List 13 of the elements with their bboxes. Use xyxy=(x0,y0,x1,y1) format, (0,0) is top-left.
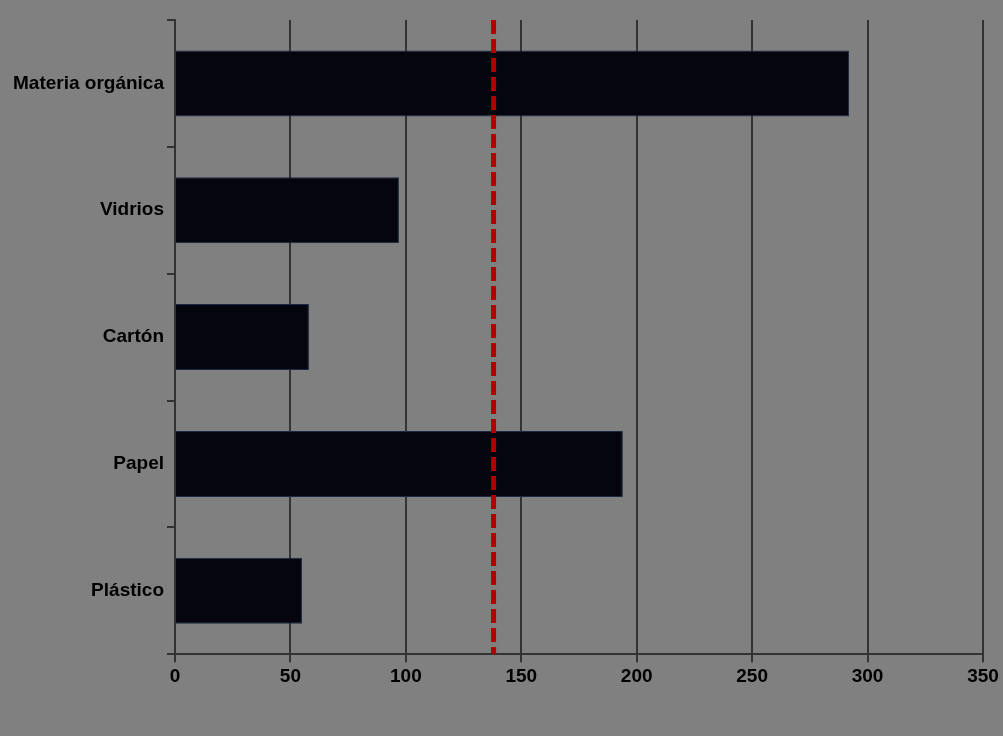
y-tick-label: Plástico xyxy=(91,579,164,601)
x-tick-label: 150 xyxy=(505,664,538,686)
y-tick-label: Vidrios xyxy=(99,198,164,220)
y-tick-label: Materia orgánica xyxy=(13,71,165,93)
x-tick-label: 100 xyxy=(390,664,422,686)
x-tick-label: 350 xyxy=(967,664,999,686)
x-tick-label: 200 xyxy=(620,664,653,686)
x-tick-label: 250 xyxy=(736,664,768,686)
x-tick-label: 0 xyxy=(169,664,181,686)
y-tick-label: Papel xyxy=(113,452,164,474)
x-tick-label: 50 xyxy=(279,664,301,686)
y-tick-label: Cartón xyxy=(102,325,164,347)
x-tick-label: 300 xyxy=(851,664,884,686)
